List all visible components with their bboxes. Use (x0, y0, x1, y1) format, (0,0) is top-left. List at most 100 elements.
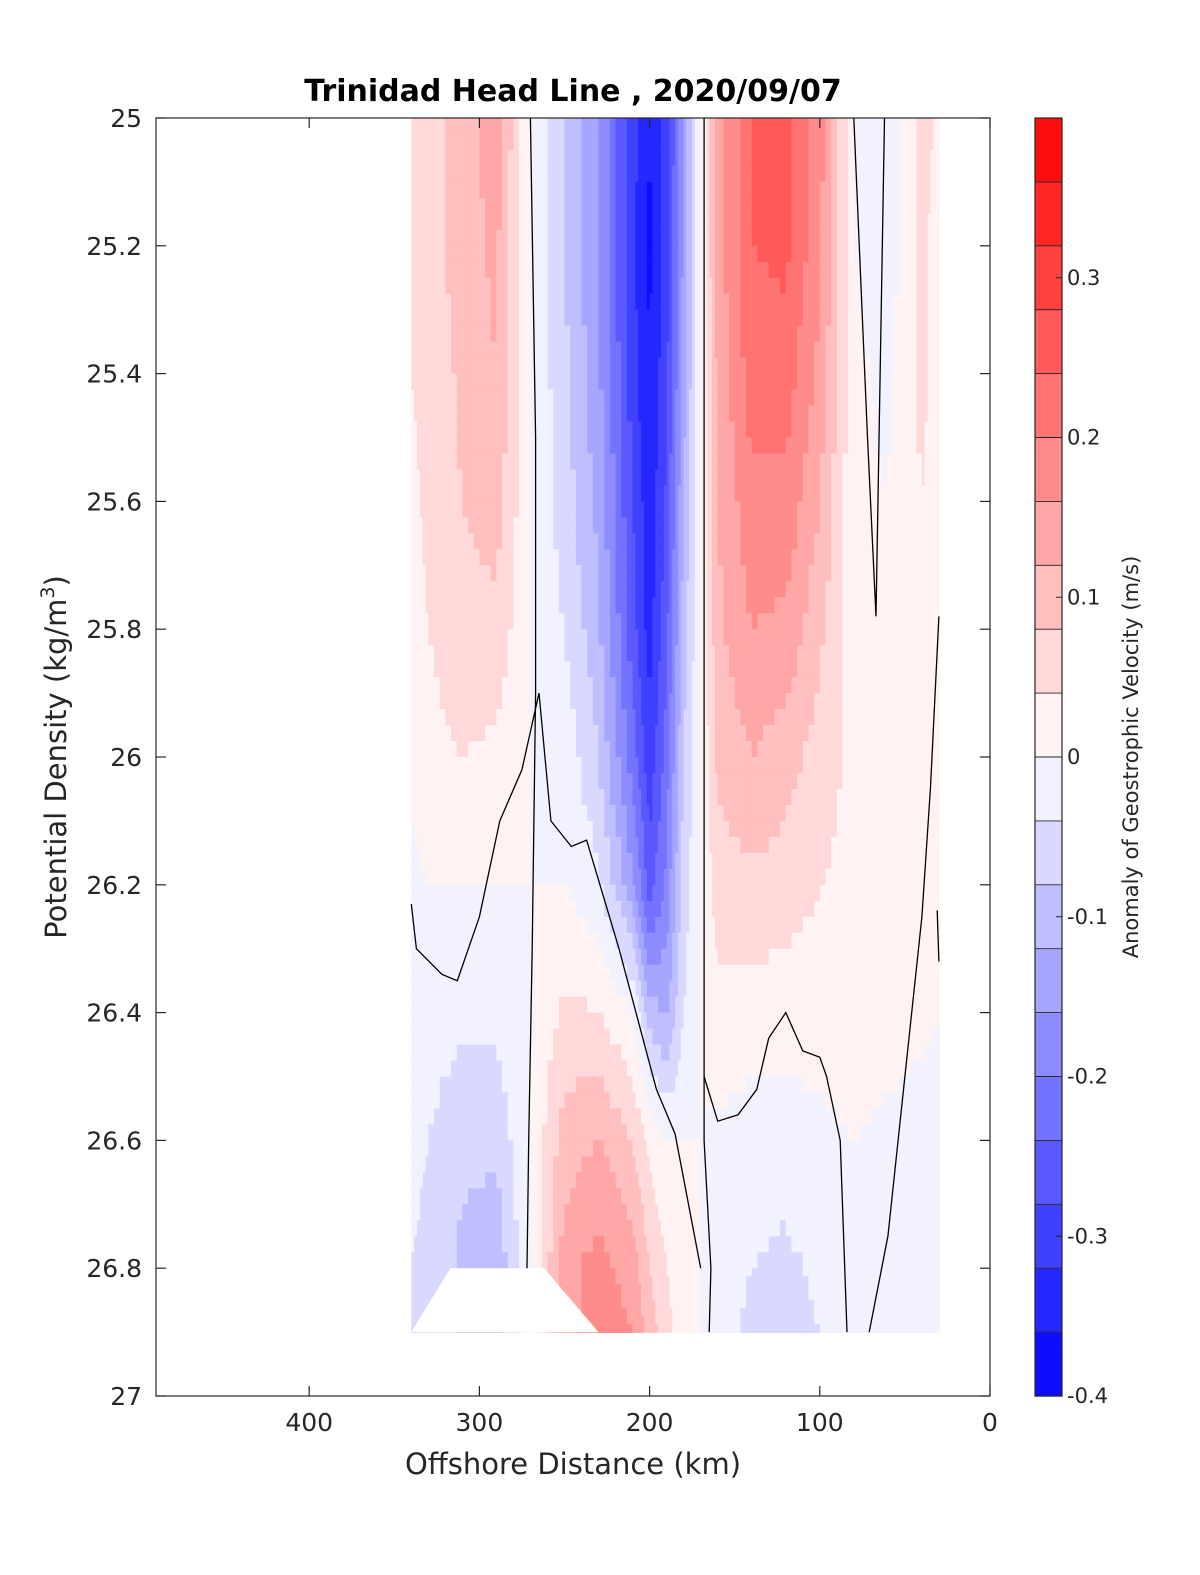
heatmap-cell (910, 549, 918, 567)
heatmap-cell (547, 309, 554, 327)
heatmap-cell (791, 261, 798, 279)
heatmap-cell (626, 836, 634, 854)
heatmap-cell (445, 469, 452, 487)
heatmap-cell (632, 421, 637, 439)
heatmap-cell (422, 197, 427, 215)
heatmap-cell (496, 517, 503, 535)
heatmap-cell (513, 133, 520, 151)
heatmap-cell (462, 517, 469, 535)
heatmap-cell (439, 277, 447, 295)
heatmap-cell (536, 325, 543, 343)
heatmap-cell (462, 181, 469, 199)
heatmap-cell (842, 277, 849, 295)
heatmap-cell (524, 453, 532, 471)
heatmap-cell (479, 629, 486, 646)
heatmap-cell (808, 661, 815, 678)
heatmap-cell (853, 645, 861, 662)
heatmap-cell (649, 453, 654, 471)
heatmap-cell (609, 325, 617, 343)
heatmap-cell (933, 277, 937, 295)
heatmap-cell (632, 677, 637, 694)
heatmap-cell (717, 565, 725, 583)
heatmap-cell (564, 181, 571, 199)
heatmap-cell (910, 373, 918, 391)
heatmap-cell (587, 772, 594, 790)
heatmap-cell (709, 629, 713, 646)
heatmap-cell (746, 629, 753, 646)
heatmap-cell (592, 405, 600, 423)
heatmap-cell (734, 533, 742, 551)
heatmap-cell (746, 133, 753, 151)
heatmap-cell (663, 581, 668, 599)
heatmap-cell (819, 661, 827, 678)
heatmap-cell (462, 788, 469, 806)
heatmap-cell (802, 261, 810, 279)
heatmap-cell (422, 229, 427, 247)
heatmap-cell (774, 709, 781, 726)
heatmap-cell (643, 373, 648, 391)
heatmap-cell (663, 677, 668, 694)
heatmap-cell (658, 437, 662, 455)
heatmap-cell (598, 309, 605, 327)
heatmap-cell (434, 389, 441, 407)
heatmap-cell (692, 405, 696, 423)
heatmap-cell (652, 389, 657, 407)
heatmap-cell (791, 517, 798, 535)
heatmap-cell (825, 741, 832, 758)
heatmap-cell (893, 533, 901, 551)
heatmap-cell (575, 229, 583, 247)
heatmap-cell (723, 533, 730, 551)
heatmap-cell (933, 229, 937, 247)
heatmap-cell (763, 485, 770, 503)
heatmap-cell (530, 725, 537, 742)
heatmap-cell (865, 613, 872, 630)
heatmap-cell (658, 149, 662, 167)
heatmap-cell (768, 325, 776, 343)
heatmap-cell (414, 629, 418, 646)
heatmap-cell (641, 661, 645, 678)
heatmap-cell (541, 165, 549, 183)
heatmap-cell (680, 213, 685, 231)
heatmap-cell (933, 389, 937, 407)
heatmap-cell (831, 389, 838, 407)
heatmap-cell (663, 565, 668, 583)
heatmap-cell (853, 661, 861, 678)
heatmap-cell (655, 788, 659, 806)
heatmap-cell (502, 852, 509, 870)
heatmap-cell (524, 293, 532, 311)
heatmap-cell (456, 517, 464, 535)
heatmap-cell (672, 645, 676, 662)
heatmap-cell (451, 421, 458, 439)
heatmap-cell (416, 741, 421, 758)
heatmap-cell (519, 645, 526, 662)
heatmap-cell (609, 245, 617, 263)
heatmap-cell (592, 197, 600, 215)
heatmap-cell (836, 149, 844, 167)
heatmap-cell (553, 788, 560, 806)
heatmap-cell (683, 277, 688, 295)
heatmap-cell (575, 181, 583, 199)
heatmap-cell (791, 549, 798, 567)
heatmap-cell (672, 133, 676, 151)
heatmap-cell (933, 517, 937, 535)
heatmap-cell (882, 165, 889, 183)
heatmap-cell (876, 645, 883, 662)
heatmap-cell (870, 613, 878, 630)
heatmap-cell (706, 485, 710, 503)
heatmap-cell (712, 645, 716, 662)
heatmap-cell (734, 261, 742, 279)
heatmap-cell (763, 693, 770, 710)
heatmap-cell (502, 181, 509, 199)
heatmap-cell (658, 741, 662, 758)
heatmap-cell (717, 437, 725, 455)
heatmap-cell (581, 213, 588, 231)
heatmap-cell (780, 677, 787, 694)
heatmap-cell (930, 229, 935, 247)
heatmap-cell (553, 741, 560, 758)
heatmap-cell (456, 549, 464, 567)
heatmap-cell (434, 118, 441, 135)
heatmap-cell (814, 213, 821, 231)
heatmap-cell (649, 261, 654, 279)
heatmap-cell (859, 118, 866, 135)
heatmap-cell (904, 325, 912, 343)
